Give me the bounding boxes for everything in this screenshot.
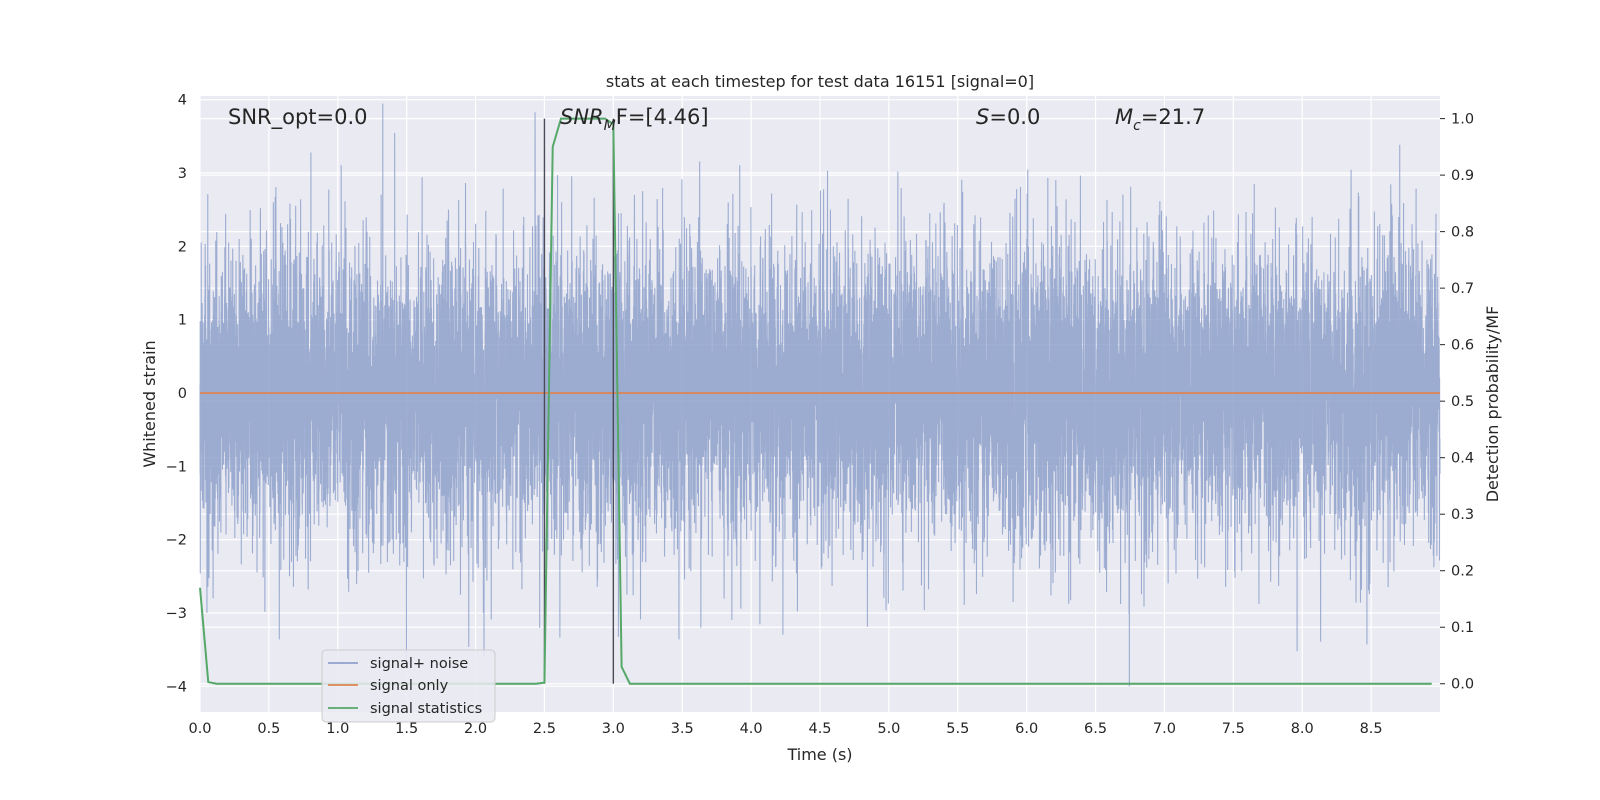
y-left-tick-label: 4 bbox=[178, 93, 187, 109]
y-left-tick-label: −2 bbox=[166, 533, 187, 549]
annotation-s-value: =0.0 bbox=[989, 105, 1040, 129]
y-left-tick-label: −1 bbox=[166, 459, 187, 475]
x-tick-label: 5.0 bbox=[877, 721, 900, 737]
x-tick-label: 1.0 bbox=[326, 721, 349, 737]
y-axis-right-label: Detection probability/MF bbox=[1483, 306, 1502, 503]
y-right-tick-label: 1.0 bbox=[1451, 112, 1474, 128]
x-tick-label: 6.5 bbox=[1084, 721, 1107, 737]
x-tick-label: 5.5 bbox=[946, 721, 969, 737]
annotation-mc-value: =21.7 bbox=[1141, 105, 1205, 129]
y-left-tick-label: 2 bbox=[178, 239, 187, 255]
y-right-tick-label: 0.4 bbox=[1451, 451, 1474, 467]
annotation-snr-mf-subscript: M bbox=[604, 118, 616, 134]
y-right-tick-label: 0.9 bbox=[1451, 168, 1474, 184]
y-left-tick-label: 3 bbox=[178, 166, 187, 182]
annotation-mc-symbol: M bbox=[1115, 105, 1133, 129]
annotation-mc: Mc=21.7 bbox=[1115, 105, 1205, 134]
legend-label-signal-plus-noise: signal+ noise bbox=[370, 656, 468, 672]
x-tick-label: 7.0 bbox=[1153, 721, 1176, 737]
y-axis-left-ticks: 4 3 2 1 0 −1 −2 −3 −4 bbox=[166, 93, 187, 696]
y-right-tick-label: 0.0 bbox=[1451, 677, 1474, 693]
annotation-s-symbol: S bbox=[976, 105, 989, 129]
y-axis-left-label: Whitened strain bbox=[140, 340, 159, 467]
series-signal-plus-noise bbox=[199, 103, 1441, 687]
y-right-tick-label: 0.1 bbox=[1451, 620, 1474, 636]
y-right-tick-label: 0.5 bbox=[1451, 394, 1474, 410]
x-tick-label: 3.0 bbox=[602, 721, 625, 737]
x-tick-label: 4.0 bbox=[740, 721, 763, 737]
signal-plus-noise-line bbox=[199, 103, 1441, 687]
legend: signal+ noise signal only signal statist… bbox=[321, 649, 496, 723]
x-tick-label: 2.5 bbox=[533, 721, 556, 737]
y-right-tick-label: 0.8 bbox=[1451, 225, 1474, 241]
legend-label-signal-statistics: signal statistics bbox=[370, 701, 482, 717]
vertical-markers bbox=[543, 118, 615, 684]
x-tick-label: 8.5 bbox=[1360, 721, 1383, 737]
y-right-tick-label: 0.7 bbox=[1451, 281, 1474, 297]
annotation-snr-mf-symbol: SNR bbox=[560, 105, 604, 129]
y-right-tick-label: 0.2 bbox=[1451, 564, 1474, 580]
x-tick-label: 7.5 bbox=[1222, 721, 1245, 737]
x-tick-label: 1.5 bbox=[395, 721, 418, 737]
x-tick-label: 4.5 bbox=[808, 721, 831, 737]
chart-title: stats at each timestep for test data 161… bbox=[606, 72, 1034, 91]
x-tick-label: 6.0 bbox=[1015, 721, 1038, 737]
annotation-snr-mf-value: F=[4.46] bbox=[616, 105, 709, 129]
legend-label-signal-only: signal only bbox=[370, 678, 449, 694]
y-left-tick-label: 1 bbox=[178, 313, 187, 329]
x-tick-label: 0.5 bbox=[257, 721, 280, 737]
annotation-s: S=0.0 bbox=[976, 105, 1040, 129]
x-tick-label: 3.5 bbox=[671, 721, 694, 737]
y-left-tick-label: −4 bbox=[166, 679, 187, 695]
annotation-snr-mf: SNRMF=[4.46] bbox=[560, 105, 709, 134]
y-right-tick-label: 0.6 bbox=[1451, 338, 1474, 354]
x-tick-label: 0.0 bbox=[188, 721, 211, 737]
y-right-tick-label: 0.3 bbox=[1451, 507, 1474, 523]
annotation-mc-subscript: c bbox=[1133, 118, 1141, 134]
legend-box bbox=[321, 649, 496, 723]
y-left-tick-label: −3 bbox=[166, 606, 187, 622]
x-tick-label: 2.0 bbox=[464, 721, 487, 737]
x-axis-ticks: 0.0 0.5 1.0 1.5 2.0 2.5 3.0 3.5 4.0 4.5 5.0 5.5 6.0 6… bbox=[188, 721, 1382, 737]
x-axis-label: Time (s) bbox=[786, 745, 852, 764]
y-axis-right-ticks: 1.0 0.9 0.8 0.7 0.6 0.5 0.4 0.3 0.2 0.1 0.0 bbox=[1440, 112, 1474, 693]
y-left-tick-label: 0 bbox=[178, 386, 187, 402]
annotation-snr-opt: SNR_opt=0.0 bbox=[228, 105, 368, 130]
x-tick-label: 8.0 bbox=[1291, 721, 1314, 737]
